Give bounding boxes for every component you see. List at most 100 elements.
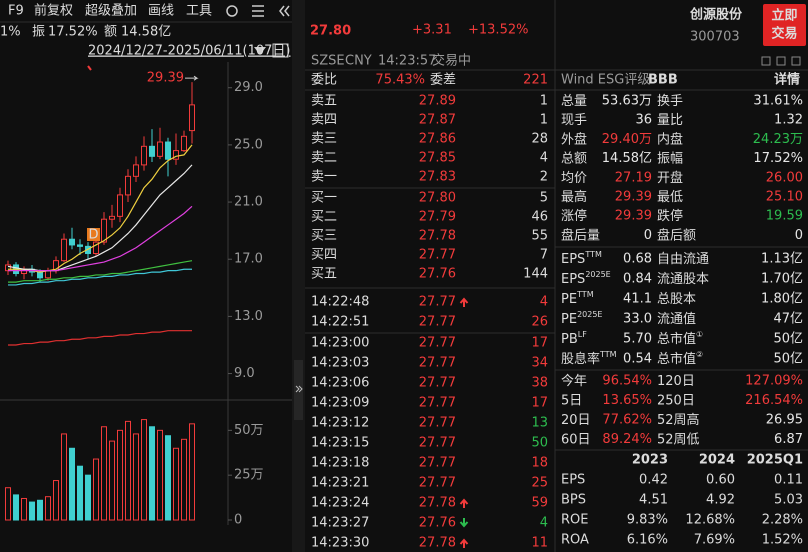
book-label: 卖四 [311,113,337,128]
toolbar-item[interactable]: 超级叠加 [85,4,137,19]
tool-icons[interactable] [761,56,801,66]
book-price: 27.89 [419,94,456,109]
stat-value: 33.0 [623,312,652,327]
stat-label-text: 52周高 [657,412,700,428]
dropdown-icon[interactable] [254,47,266,55]
toolbar-item[interactable]: 工具 [186,4,212,19]
stat-label-sup: 2025E [585,270,610,279]
volume-bar [181,438,187,521]
stat-label: 250日 [657,393,695,408]
trade-volume: 38 [531,376,548,391]
book-price: 27.77 [419,248,456,263]
volume-bar [109,440,115,521]
book-volume: 4 [540,151,548,166]
stat-label-text: 最高 [561,189,587,205]
stat-value: 29.39 [615,209,652,224]
stat-label-text: 总额 [561,151,587,166]
stat-label: PE2025E [561,310,602,327]
moving-average [8,330,192,346]
candle-body [141,145,147,166]
trade-button[interactable] [763,4,806,46]
finance-value: 1.52% [762,533,803,548]
menu-icon[interactable] [252,5,264,17]
arrow-up [459,498,469,508]
stat-label-text: 52周低 [657,432,700,447]
y-tick-label: 29.0 [234,80,263,95]
candle-body [117,194,123,217]
esg-link[interactable]: 详情 [774,72,800,88]
info-text: 14.58亿 [121,25,171,40]
stat-value: 0.54 [623,352,652,367]
stat-value: 41.1 [623,292,652,307]
ratio-value: 75.43% [375,73,425,88]
book-price: 27.86 [419,132,456,147]
book-label: 买五 [311,267,337,282]
stat-label-text: EPS [561,272,585,287]
toolbar-item[interactable]: 前复权 [34,3,73,19]
trade-price: 27.77 [419,476,456,491]
trade-volume: 50 [531,436,548,451]
stat-value: 1.13亿 [761,252,803,267]
stat-label-text: 流通股本 [657,272,709,287]
book-price: 27.78 [419,229,456,244]
stock-name: 创源股份 [689,7,743,23]
stat-label-text: 内盘 [657,131,683,147]
candle-body [77,244,83,247]
trade-price: 27.77 [419,356,456,371]
stat-label-text: 60日 [561,432,591,447]
trade-volume: 26 [531,315,548,330]
stat-value: 50亿 [773,352,803,367]
volume-bar [69,447,75,521]
stat-label: 总市值② [657,350,703,367]
volume-bar [85,474,91,521]
stat-label: 自由流通 [657,252,709,267]
volume-bar [141,419,147,521]
volume-bar [149,426,155,521]
exchange: SZSE [311,54,345,69]
volume-bar [93,458,99,521]
finance-value: 4.92 [706,493,735,508]
stat-value: 27.19 [615,170,652,185]
stat-value: 6.87 [774,432,803,447]
arrow-up [459,538,469,548]
trade-time: 14:23:12 [311,416,369,431]
book-label: 买四 [311,248,337,263]
arrow-down [459,518,469,528]
moving-average [8,144,193,273]
trade-button-label: 立即 [771,8,797,24]
stat-label: 内盘 [657,131,683,147]
stat-value: 1.80亿 [761,292,803,307]
finance-value: 0.11 [774,473,803,488]
stat-label: 跌停 [657,208,683,224]
candle-body [149,145,155,157]
stat-label: 涨停 [561,208,587,224]
stat-value: 25.10 [766,190,803,205]
stat-label: 52周高 [657,412,700,428]
collapse-left-icon[interactable] [279,5,290,17]
stat-label: 盘后额 [657,227,696,243]
candle-body [45,270,51,279]
y-tick-label: 25.0 [234,137,263,152]
stat-label-text: 20日 [561,413,591,428]
stat-label: 120日 [657,374,695,389]
toolbar-item[interactable]: 画线 [148,4,174,19]
book-volume: 28 [531,132,548,147]
book-price: 27.85 [419,151,456,166]
stat-label-sup: 2025E [577,310,602,319]
diff-value: 221 [523,73,548,88]
toolbar-item[interactable]: F9 [8,4,24,19]
info-text: 17.52% [48,25,98,40]
trade-time: 14:22:48 [311,295,369,310]
trade-volume: 4 [540,295,548,310]
stat-label-sup: LF [578,330,587,339]
finance-header: 2025Q1 [747,453,803,468]
finance-header: 2024 [699,453,735,468]
stat-label-text: 涨停 [561,208,587,224]
settings-icon[interactable] [226,5,238,17]
volume-bar [21,497,27,521]
volume-bar [53,480,59,521]
wp-icon[interactable] [272,43,289,58]
finance-value: 6.16% [627,533,668,548]
stat-value: 0 [795,228,803,243]
finance-label: ROA [561,533,589,548]
